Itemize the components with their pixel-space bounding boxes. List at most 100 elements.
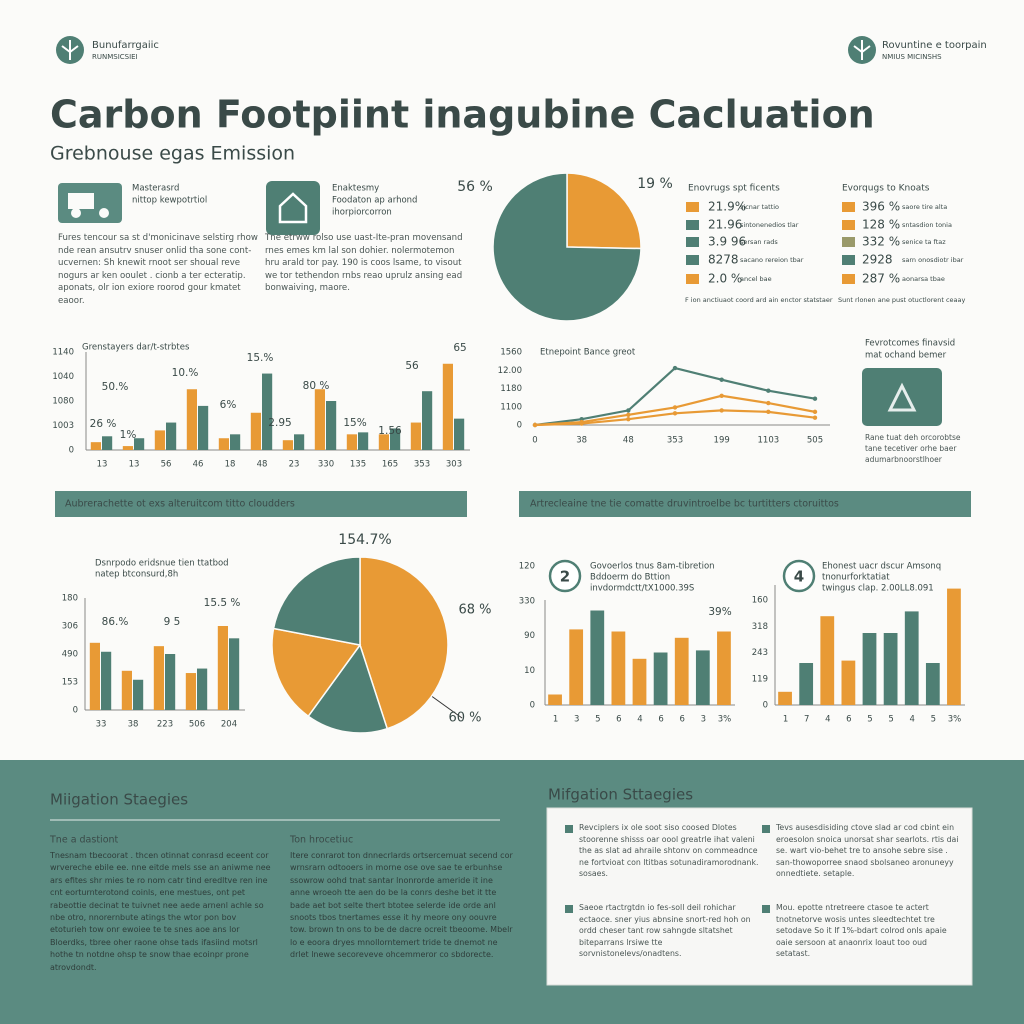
chart-title: twingus clap. 2.00LL8.091 bbox=[822, 584, 934, 594]
x-tick-label: 5 bbox=[867, 715, 872, 725]
legend-swatch bbox=[842, 237, 855, 247]
item-text: Tevs ausesdisiding ctove slad ar cod cbi… bbox=[776, 823, 959, 878]
line-point bbox=[766, 388, 771, 393]
legend-label: sicnar tattio bbox=[740, 203, 779, 211]
y-tick-label: 490 bbox=[62, 650, 78, 660]
annotation: 15% bbox=[343, 417, 366, 429]
card-text: Tne etrww rolso use uast-Ite-pran movens… bbox=[265, 233, 463, 294]
annotation: 86.% bbox=[102, 616, 129, 628]
pie-slice bbox=[307, 643, 389, 734]
annotation: 154.7% bbox=[338, 532, 391, 548]
line-point bbox=[719, 408, 724, 413]
annotation: 39% bbox=[708, 606, 731, 618]
x-tick-label: 23 bbox=[289, 460, 300, 470]
legend-swatch bbox=[842, 274, 855, 284]
bar bbox=[883, 633, 898, 705]
annotation: 1% bbox=[120, 429, 137, 441]
x-tick-label: 1 bbox=[783, 715, 788, 725]
x-tick-label: 48 bbox=[257, 460, 268, 470]
y-tick-label: 119 bbox=[752, 674, 768, 684]
x-tick-label: 204 bbox=[221, 720, 237, 730]
bar bbox=[695, 650, 710, 705]
legend-label: aonarsa tbae bbox=[902, 275, 945, 283]
x-tick-label: 223 bbox=[157, 720, 173, 730]
pie-slice bbox=[272, 556, 361, 646]
y-tick-label: 330 bbox=[519, 596, 535, 606]
card-heading: nittop kewpotrtiol bbox=[132, 196, 207, 206]
bar bbox=[717, 631, 731, 705]
y-tick-label: 0 bbox=[530, 701, 535, 711]
annotation: 2.95 bbox=[268, 417, 291, 429]
annotation: 19 % bbox=[637, 176, 673, 192]
line-series bbox=[534, 366, 816, 427]
bar bbox=[186, 389, 197, 450]
bar bbox=[632, 658, 647, 705]
recycle-text: Rane tuat deh orcorobtse tane tecetiver … bbox=[865, 433, 961, 464]
recycle-heading: mat ochand bemer bbox=[865, 351, 947, 361]
bar bbox=[862, 633, 877, 705]
x-tick-label: 6 bbox=[680, 715, 685, 725]
factory-shape bbox=[278, 192, 308, 224]
legend-swatch bbox=[842, 220, 855, 230]
x-tick-label: 506 bbox=[189, 720, 205, 730]
bar bbox=[778, 691, 792, 705]
bar bbox=[133, 679, 144, 710]
bar bbox=[154, 430, 165, 450]
legend-swatch bbox=[686, 274, 699, 284]
line-point bbox=[719, 377, 724, 382]
legend-value: 2928 bbox=[862, 253, 893, 267]
legend-label: saore tire alta bbox=[902, 203, 947, 211]
item-icon bbox=[565, 905, 573, 913]
bar bbox=[799, 663, 814, 705]
x-tick-label: 1 bbox=[553, 715, 558, 725]
legend-label: sarn onosdiotr ibar bbox=[902, 256, 964, 264]
x-tick-label: 48 bbox=[623, 436, 634, 446]
bar bbox=[422, 391, 433, 450]
x-tick-label: 46 bbox=[193, 460, 204, 470]
line-point bbox=[672, 411, 678, 416]
line-point bbox=[812, 396, 818, 401]
bar bbox=[653, 652, 668, 705]
column-text: Itere conrarot ton dnnecrlards ortsercem… bbox=[290, 851, 513, 960]
y-tick-label: 153 bbox=[62, 678, 78, 688]
bar bbox=[326, 401, 337, 450]
badge-circle bbox=[548, 559, 582, 593]
x-tick-label: 56 bbox=[161, 460, 172, 470]
truck-wheel bbox=[99, 208, 109, 218]
bar bbox=[611, 631, 626, 705]
banner-box bbox=[519, 491, 971, 517]
bar bbox=[89, 642, 100, 710]
section-title: Miigation Staegies bbox=[50, 791, 188, 809]
bar bbox=[294, 434, 305, 450]
y-tick-label: 1040 bbox=[52, 372, 74, 382]
line-point bbox=[812, 415, 818, 420]
legend-value: 396 % bbox=[862, 200, 900, 214]
bar bbox=[122, 446, 133, 450]
y-tick-label: 12.00 bbox=[498, 366, 522, 376]
x-tick-label: 3% bbox=[718, 715, 732, 725]
legend-label: sacano rereion tbar bbox=[740, 256, 804, 264]
item-text: Revciplers ix ole soot siso coosed Dlote… bbox=[579, 823, 759, 878]
y-tick-label: 1140 bbox=[52, 348, 74, 358]
logo-sub: NMIUS MICINSHS bbox=[882, 53, 942, 61]
banner-box bbox=[55, 491, 467, 517]
annotation: 6% bbox=[220, 399, 237, 411]
x-tick-label: 6 bbox=[658, 715, 663, 725]
x-tick-label: 5 bbox=[888, 715, 893, 725]
y-tick-label: 1100 bbox=[500, 402, 522, 412]
legend-swatch bbox=[842, 202, 855, 212]
x-tick-label: 1103 bbox=[758, 436, 780, 446]
logo-leaf bbox=[853, 40, 871, 60]
legend-value: 8278 bbox=[708, 253, 739, 267]
bar bbox=[262, 373, 273, 450]
bar bbox=[90, 442, 101, 450]
badge-circle bbox=[782, 559, 816, 593]
legend-value: 128 % bbox=[862, 218, 900, 232]
x-tick-label: 5 bbox=[931, 715, 936, 725]
y-tick-label: 120 bbox=[519, 562, 535, 572]
pie-slice bbox=[492, 172, 642, 322]
recycle-heading: Fevrotcomes finavsid bbox=[865, 339, 955, 349]
bar bbox=[250, 412, 261, 450]
legend-title: Enovrugs spt ficents bbox=[688, 184, 780, 194]
